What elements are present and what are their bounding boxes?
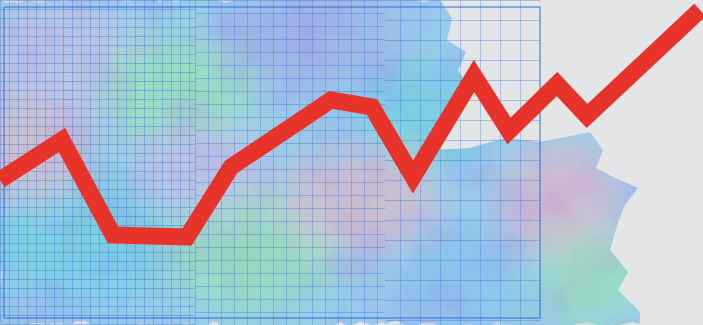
trend-line <box>0 3 703 246</box>
